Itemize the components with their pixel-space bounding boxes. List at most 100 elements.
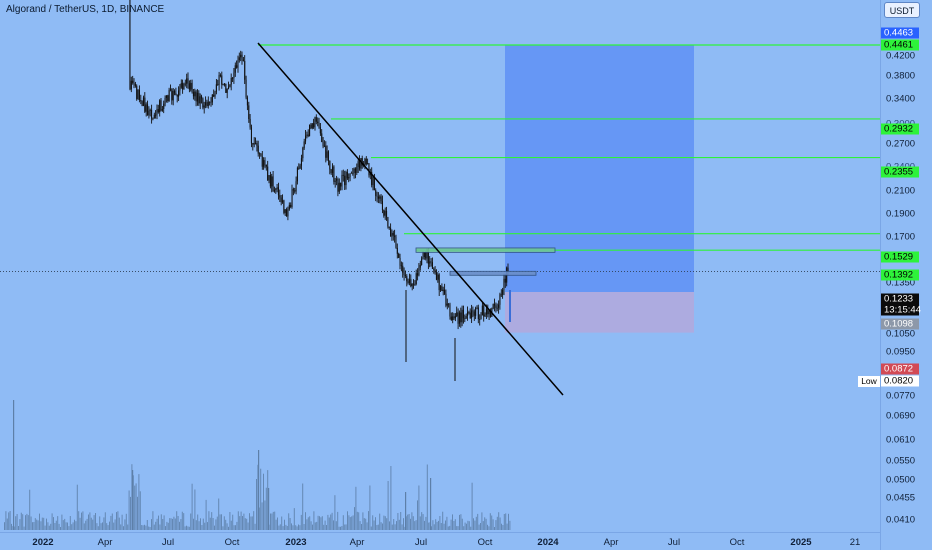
- candle-body: [305, 135, 307, 142]
- volume-bar: [235, 525, 236, 530]
- candle-body: [245, 79, 247, 98]
- volume-bar: [13, 526, 15, 530]
- volume-bar: [222, 526, 224, 530]
- candle-body: [456, 312, 458, 317]
- volume-bar: [254, 523, 256, 530]
- candle-body: [458, 312, 460, 324]
- candle-body: [329, 160, 331, 170]
- volume-bar: [363, 518, 365, 530]
- candle-body: [360, 158, 362, 169]
- volume-bar: [450, 519, 452, 530]
- candle-body: [489, 311, 491, 317]
- candle-body: [476, 307, 478, 309]
- volume-bar: [167, 522, 169, 530]
- volume-bar: [257, 464, 259, 530]
- time-tick-label: Oct: [224, 537, 240, 548]
- candle-body: [137, 89, 139, 99]
- volume-bar: [403, 518, 404, 530]
- volume-bar: [205, 499, 207, 530]
- time-axis[interactable]: [0, 532, 880, 550]
- volume-bar: [426, 464, 428, 530]
- candle-body: [359, 161, 361, 169]
- price-tick-label: 0.0410: [886, 514, 916, 526]
- volume-bar: [272, 511, 274, 530]
- volume-bar: [394, 524, 396, 530]
- candle-body: [467, 312, 469, 316]
- price-tick-label: 0.0455: [886, 492, 916, 504]
- candle-body: [462, 309, 464, 319]
- volume-bar: [86, 518, 88, 530]
- volume-bar: [43, 517, 45, 530]
- price-tick-label: 0.3800: [886, 70, 916, 82]
- time-tick-label: Oct: [729, 537, 745, 548]
- candle-body: [410, 279, 412, 287]
- volume-bar: [23, 526, 25, 530]
- price-tag-level-4: 0.1529: [881, 251, 919, 263]
- volume-bar: [456, 526, 458, 530]
- candle-body: [461, 309, 463, 323]
- volume-bar: [226, 523, 228, 530]
- volume-bar: [62, 520, 64, 530]
- volume-bar: [305, 512, 306, 530]
- volume-bar: [359, 521, 361, 530]
- time-tick-label: 2023: [285, 537, 307, 548]
- candle-body: [169, 89, 171, 91]
- volume-bar: [321, 516, 323, 530]
- volume-bar: [264, 500, 266, 530]
- volume-bar: [453, 521, 455, 530]
- candle-body: [138, 89, 140, 100]
- plot-area[interactable]: [0, 0, 880, 532]
- price-tag-level-3: 0.2355: [881, 166, 919, 178]
- volume-bar: [397, 513, 399, 530]
- volume-bar: [148, 526, 150, 530]
- volume-bar: [372, 515, 374, 530]
- volume-bar: [435, 519, 437, 530]
- candle-body: [380, 196, 382, 202]
- volume-bar: [473, 518, 474, 530]
- candle-body: [485, 308, 487, 315]
- price-tag-target: 0.4463: [881, 27, 919, 39]
- candle-body: [318, 122, 320, 128]
- candle-body: [194, 91, 196, 97]
- volume-bar: [285, 524, 287, 530]
- candle-body: [292, 189, 294, 191]
- volume-bar: [79, 517, 81, 530]
- volume-bar: [246, 518, 248, 530]
- candle-body: [147, 104, 149, 116]
- volume-bar: [260, 468, 262, 530]
- candle-body: [404, 275, 406, 276]
- candle-body: [429, 261, 431, 264]
- candle-body: [168, 90, 170, 101]
- candle-body: [186, 78, 188, 84]
- volume-bar: [6, 518, 8, 530]
- volume-bar: [236, 521, 238, 530]
- volume-bar: [48, 525, 50, 530]
- volume-bar: [271, 513, 273, 530]
- volume-bar: [36, 519, 38, 530]
- candle-body: [438, 274, 440, 291]
- price-tick-label: 0.0950: [886, 346, 916, 358]
- volume-bar: [317, 515, 319, 530]
- volume-bar: [106, 523, 108, 530]
- time-tick-label: Apr: [97, 537, 113, 548]
- volume-bar: [142, 525, 144, 530]
- candle-body: [492, 304, 494, 309]
- price-tick-label: 0.2700: [886, 138, 916, 150]
- candle-body: [255, 143, 257, 144]
- volume-bar: [223, 516, 225, 530]
- candle-body: [453, 316, 455, 319]
- volume-bar: [162, 519, 164, 530]
- volume-bar: [130, 496, 131, 530]
- price-chart-svg[interactable]: [0, 0, 880, 532]
- candle-body: [422, 256, 424, 259]
- currency-button[interactable]: USDT: [884, 2, 920, 18]
- price-tag-level-5: 0.1392: [881, 269, 919, 281]
- volume-bar: [138, 474, 140, 530]
- volume-bar: [134, 485, 136, 530]
- candle-body: [273, 189, 275, 192]
- volume-bar: [54, 523, 56, 530]
- volume-bar: [233, 525, 235, 530]
- candle-body: [298, 167, 300, 169]
- volume-bar: [155, 521, 157, 530]
- price-tick-label: 0.0500: [886, 474, 916, 486]
